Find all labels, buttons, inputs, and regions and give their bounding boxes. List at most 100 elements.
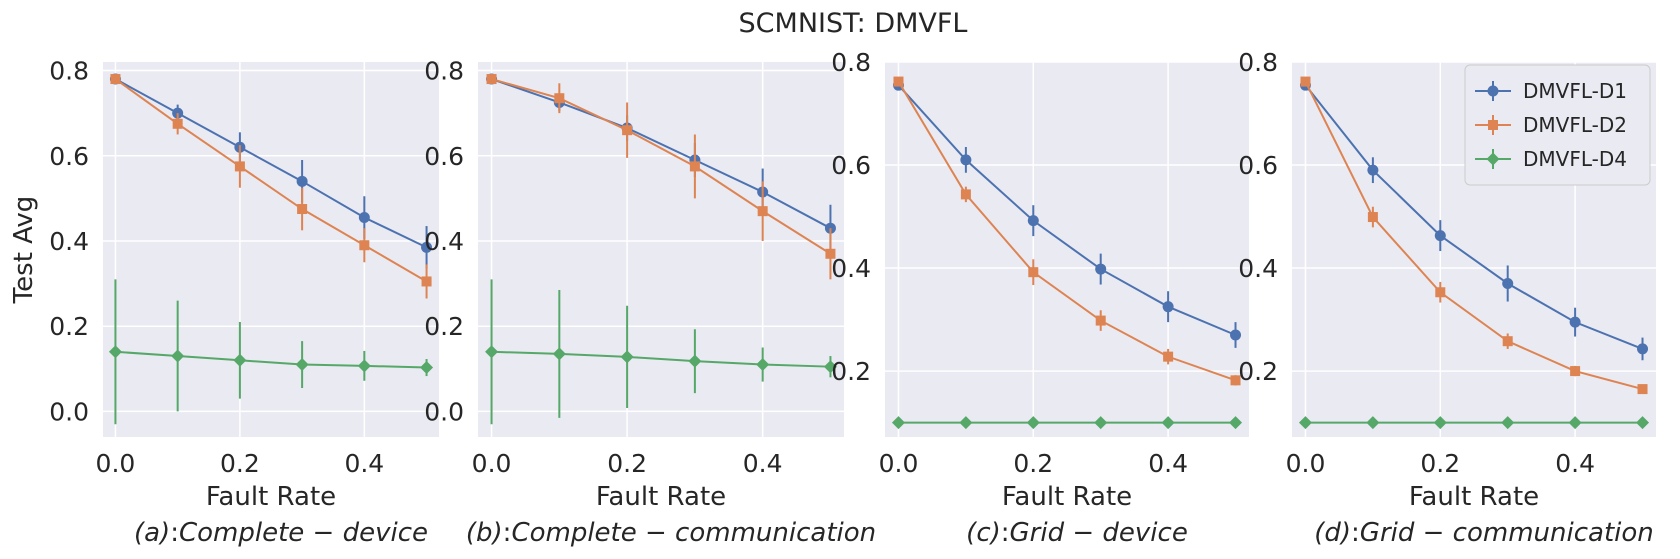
data-point [1230, 375, 1241, 386]
data-point [1095, 315, 1106, 326]
y-tick-label: 0.4 [424, 227, 464, 256]
data-point [110, 74, 121, 85]
caption-separator: : [1001, 518, 1010, 548]
panel-caption: (c):Grid − device [966, 518, 1188, 548]
series-dmvfl-d4 [108, 279, 434, 425]
x-tick-label: 0.4 [1148, 449, 1188, 478]
data-point [1636, 416, 1650, 430]
panel-caption: (b):Complete − communication [466, 518, 876, 548]
y-tick-label: 0.0 [424, 397, 464, 426]
plot-area [478, 62, 844, 437]
legend-box [1464, 64, 1651, 186]
y-tick-label: 0.8 [831, 48, 871, 77]
caption-prefix: (c) [966, 518, 1001, 548]
data-point [295, 358, 309, 372]
data-point [359, 240, 370, 251]
data-point [1434, 230, 1446, 242]
data-point [620, 350, 634, 364]
data-point [960, 189, 971, 200]
legend-label: DMVFL-D4 [1523, 147, 1627, 171]
y-tick-label: 0.4 [49, 227, 89, 256]
panel-caption: (a):Complete − device [134, 518, 428, 548]
data-point [420, 361, 434, 375]
series-dmvfl-d1 [892, 79, 1242, 348]
x-tick-label: 0.0 [1286, 449, 1326, 478]
data-point [960, 154, 972, 166]
y-tick-label: 0.8 [424, 57, 464, 86]
series-dmvfl-d2 [486, 74, 836, 280]
x-tick-label: 0.4 [743, 449, 783, 478]
x-tick-label: 0.2 [220, 449, 260, 478]
x-tick-label: 0.0 [96, 449, 136, 478]
data-point [756, 358, 770, 372]
data-point [1502, 277, 1514, 289]
legend-label: DMVFL-D1 [1523, 79, 1627, 103]
x-axis-label: Fault Rate [206, 482, 336, 512]
data-point [1162, 301, 1174, 313]
data-point [421, 276, 432, 287]
data-point [1366, 416, 1380, 430]
data-point [1095, 263, 1107, 275]
caption-body: Complete − device [179, 518, 428, 548]
legend-marker [1486, 152, 1500, 166]
data-point [108, 345, 122, 359]
data-point [357, 359, 371, 373]
caption-prefix: (d) [1314, 518, 1351, 548]
data-point [1637, 384, 1648, 395]
y-tick-label: 0.2 [424, 312, 464, 341]
data-point [1094, 416, 1108, 430]
data-point [1367, 164, 1379, 176]
x-axis-label: Fault Rate [596, 482, 726, 512]
data-point [1028, 267, 1039, 278]
x-axis-label: Fault Rate [1409, 482, 1539, 512]
y-tick-label: 0.6 [1238, 151, 1278, 180]
data-point [1568, 416, 1582, 430]
series-line [491, 350, 831, 368]
data-point [552, 347, 566, 361]
data-point [689, 161, 700, 172]
plot-area [885, 62, 1249, 437]
data-point [171, 349, 185, 363]
figure-title: SCMNIST: DMVFL [739, 8, 968, 39]
y-axis-label: Test Avg [9, 196, 39, 305]
legend: DMVFL-D1 DMVFL-D2 DMVFL-D4 [1464, 64, 1651, 186]
y-tick-label: 0.2 [1238, 357, 1278, 386]
data-point [1161, 416, 1175, 430]
data-point [1502, 336, 1513, 347]
plot-area [103, 62, 439, 437]
y-tick-label: 0.6 [49, 142, 89, 171]
data-point [1298, 416, 1312, 430]
chart-panel-d: 0.2 0.4 0.6 0.8 0.0 0.2 0.4 Fault Rate (d):Grid … [1238, 48, 1656, 548]
data-point [1230, 329, 1242, 341]
data-point [486, 74, 497, 85]
caption-body: Grid − device [1010, 518, 1188, 548]
series-dmvfl-d4 [891, 416, 1243, 430]
y-tick-label: 0.0 [49, 397, 89, 426]
data-point [485, 345, 499, 359]
data-point [172, 118, 183, 129]
series-dmvfl-d4 [485, 279, 837, 425]
data-point [1300, 76, 1311, 87]
y-tick-label: 0.2 [49, 312, 89, 341]
x-tick-label: 0.4 [1555, 449, 1595, 478]
series-dmvfl-d2 [1300, 76, 1648, 395]
x-axis-label: Fault Rate [1002, 482, 1132, 512]
legend-label: DMVFL-D2 [1523, 113, 1627, 137]
legend-marker [1488, 120, 1498, 130]
panels: 0.0 0.2 0.4 0.6 0.8 0.0 0.2 0.4 Fault Rate (a):Co… [9, 48, 1656, 548]
series-line [1304, 84, 1643, 350]
series-line [897, 84, 1236, 336]
caption-body: Grid − communication [1360, 518, 1654, 548]
y-tick-label: 0.2 [831, 357, 871, 386]
data-point [1570, 366, 1581, 377]
caption-body: Complete − communication [511, 518, 876, 548]
series-line [897, 81, 1236, 382]
x-tick-label: 0.2 [1013, 449, 1053, 478]
series-line [114, 78, 428, 283]
series-line [114, 78, 427, 249]
data-point [1501, 416, 1515, 430]
data-point [1163, 351, 1174, 362]
data-point [421, 241, 433, 253]
y-tick-label: 0.8 [1238, 48, 1278, 77]
